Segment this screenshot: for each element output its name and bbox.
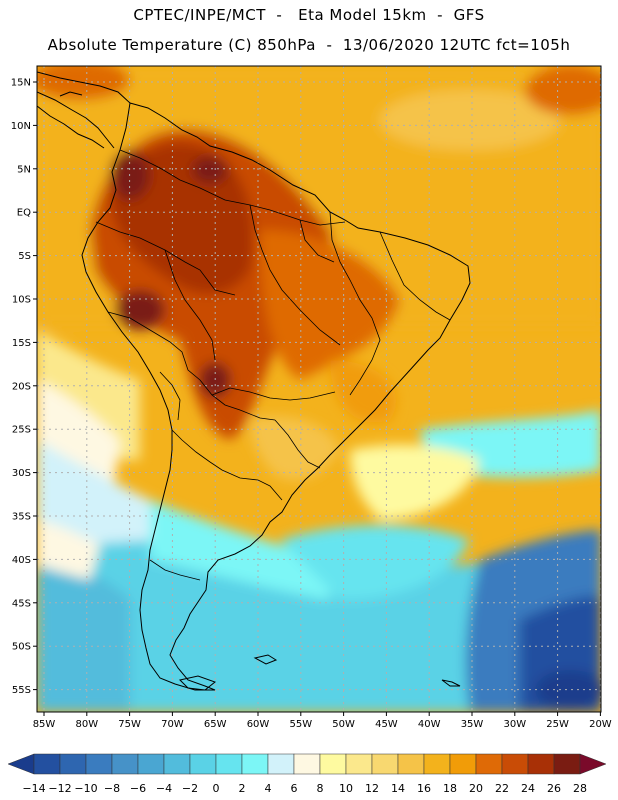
- lat-label: 30S: [12, 468, 31, 479]
- lat-label: 20S: [12, 381, 31, 392]
- lon-label: 85W: [33, 719, 56, 730]
- map-subtitle: Absolute Temperature (C) 850hPa - 13/06/…: [47, 36, 571, 54]
- colorbar-swatch: [137, 753, 165, 775]
- colorbar-label: −2: [182, 782, 198, 795]
- lon-label: 40W: [418, 719, 441, 730]
- colorbar-swatch: [345, 753, 373, 775]
- lat-label: 25S: [12, 425, 31, 436]
- colorbar-swatch: [371, 753, 399, 775]
- temperature-field: [37, 66, 601, 712]
- lat-label: 15N: [11, 78, 31, 89]
- falklands: [253, 654, 278, 665]
- colorbar-label: −8: [104, 782, 120, 795]
- caribbean-coast: [37, 71, 131, 104]
- lat-label: 15S: [12, 338, 31, 349]
- lat-label: 10S: [12, 295, 31, 306]
- colorbar-label: 18: [443, 782, 457, 795]
- lon-label: 50W: [332, 719, 355, 730]
- colorbar-swatch: [111, 753, 139, 775]
- south-america-outline: [81, 102, 471, 691]
- lon-label: 75W: [118, 719, 141, 730]
- colorbar-swatch: [449, 753, 477, 775]
- colorbar-label: 14: [391, 782, 405, 795]
- colorbar-label: 8: [317, 782, 324, 795]
- colorbar-label: 12: [365, 782, 379, 795]
- lat-label: 35S: [12, 512, 31, 523]
- colorbar-swatch: [423, 753, 451, 775]
- lon-label: 35W: [461, 719, 484, 730]
- lon-label: 20W: [589, 719, 612, 730]
- colorbar-arrow-high: [579, 753, 607, 775]
- lon-label: 65W: [204, 719, 227, 730]
- colorbar-arrow-low: [7, 753, 35, 775]
- lat-label: 55S: [12, 685, 31, 696]
- lat-label: 45S: [12, 598, 31, 609]
- coastlines: [37, 71, 471, 691]
- colorbar-swatch: [241, 753, 269, 775]
- map-title: CPTEC/INPE/MCT - Eta Model 15km - GFS: [133, 6, 485, 24]
- lat-label: EQ: [17, 208, 31, 219]
- colorbar-label: 24: [521, 782, 535, 795]
- colorbar-label: −14: [22, 782, 45, 795]
- country-borders: [95, 149, 451, 581]
- colorbar-swatch: [527, 753, 555, 775]
- lat-label: 40S: [12, 555, 31, 566]
- lat-label: 50S: [12, 642, 31, 653]
- colorbar-swatch: [475, 753, 503, 775]
- colorbar-label: 16: [417, 782, 431, 795]
- colorbar-label: −6: [130, 782, 146, 795]
- colorbar-label: 2: [239, 782, 246, 795]
- colorbar-swatch: [293, 753, 321, 775]
- lon-label: 60W: [247, 719, 270, 730]
- colorbar-swatch: [189, 753, 217, 775]
- colorbar-swatch: [215, 753, 243, 775]
- coordinate-grid: [37, 66, 601, 712]
- colorbar-swatch: [319, 753, 347, 775]
- colorbar: −14 −12 −10 −8 −6 −4 −2 0 2 4 6 8 10 12 14 16 18 20 22 24 26…: [7, 753, 607, 795]
- colorbar-swatch: [163, 753, 191, 775]
- colorbar-label: 22: [495, 782, 509, 795]
- colorbar-swatch: [501, 753, 529, 775]
- colorbar-swatch: [553, 753, 581, 775]
- latitude-axis: 15N 10N 5N EQ 5S 10S 15S 20S 25S 30S 35S 40S 45S 50S 5…: [11, 78, 37, 696]
- colorbar-swatch: [85, 753, 113, 775]
- colorbar-label: 26: [547, 782, 561, 795]
- colorbar-swatch: [33, 753, 61, 775]
- colorbar-label: 20: [469, 782, 483, 795]
- south-georgia: [441, 679, 461, 687]
- lat-label: 10N: [11, 121, 31, 132]
- colorbar-swatch: [59, 753, 87, 775]
- colorbar-swatch: [397, 753, 425, 775]
- colorbar-label: −12: [48, 782, 71, 795]
- lon-label: 30W: [503, 719, 526, 730]
- tierra-del-fuego: [179, 675, 217, 691]
- colorbar-label: −4: [156, 782, 172, 795]
- colorbar-label: 6: [291, 782, 298, 795]
- colorbar-swatch: [267, 753, 295, 775]
- lon-label: 45W: [375, 719, 398, 730]
- colorbar-label: 4: [265, 782, 272, 795]
- colorbar-label: 0: [213, 782, 220, 795]
- map-frame: [36, 65, 602, 713]
- colorbar-label: −10: [74, 782, 97, 795]
- central-america-coast: [37, 91, 115, 149]
- colorbar-label: 10: [339, 782, 353, 795]
- lat-label: 5S: [18, 251, 31, 262]
- lon-label: 80W: [75, 719, 98, 730]
- lon-label: 25W: [546, 719, 569, 730]
- lon-label: 70W: [161, 719, 184, 730]
- lon-label: 55W: [289, 719, 312, 730]
- longitude-axis: 85W 80W 75W 70W 65W 60W 55W 50W 45W 40W 35W 30W 25W 2…: [33, 712, 612, 730]
- lat-label: 5N: [17, 164, 31, 175]
- colorbar-label: 28: [573, 782, 587, 795]
